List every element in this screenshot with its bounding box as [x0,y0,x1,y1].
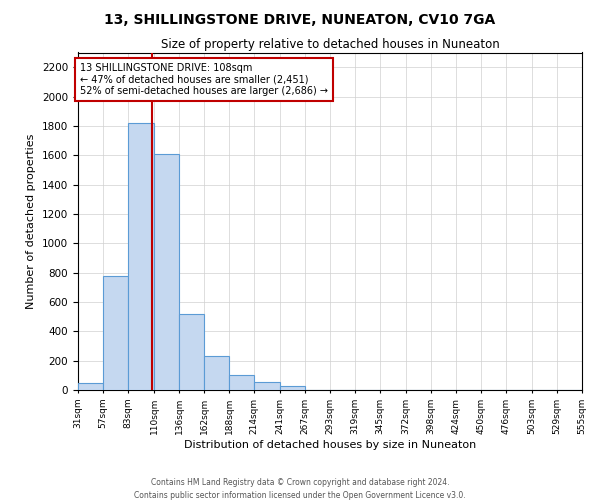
Y-axis label: Number of detached properties: Number of detached properties [26,134,37,309]
Bar [254,382,280,390]
Bar [204,356,229,390]
Bar [128,123,154,390]
Title: Size of property relative to detached houses in Nuneaton: Size of property relative to detached ho… [161,38,499,52]
Text: 13, SHILLINGSTONE DRIVE, NUNEATON, CV10 7GA: 13, SHILLINGSTONE DRIVE, NUNEATON, CV10 … [104,12,496,26]
Bar [179,314,204,390]
X-axis label: Distribution of detached houses by size in Nuneaton: Distribution of detached houses by size … [184,440,476,450]
Bar [78,382,103,390]
Bar [280,386,305,390]
Text: Contains HM Land Registry data © Crown copyright and database right 2024.
Contai: Contains HM Land Registry data © Crown c… [134,478,466,500]
Text: 13 SHILLINGSTONE DRIVE: 108sqm
← 47% of detached houses are smaller (2,451)
52% : 13 SHILLINGSTONE DRIVE: 108sqm ← 47% of … [80,63,328,96]
Bar [154,154,179,390]
Bar [229,374,254,390]
Bar [103,276,128,390]
